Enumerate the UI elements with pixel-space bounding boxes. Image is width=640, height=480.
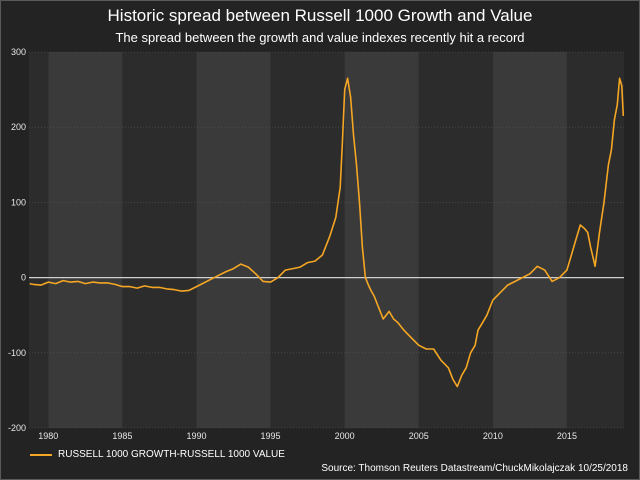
legend: RUSSELL 1000 GROWTH-RUSSELL 1000 VALUE <box>30 449 285 460</box>
y-tick-label: 100 <box>11 197 26 207</box>
series-line <box>29 77 625 388</box>
x-tick-label: 1980 <box>38 431 58 441</box>
plot-band <box>418 52 493 428</box>
y-tick-label: 300 <box>11 47 26 57</box>
x-tick-label: 2000 <box>335 431 355 441</box>
x-tick-label: 2015 <box>557 431 577 441</box>
x-tick-label: 2005 <box>409 431 429 441</box>
y-tick-label: -200 <box>8 423 26 433</box>
plot-bands <box>29 52 624 428</box>
x-tick-label: 1990 <box>186 431 206 441</box>
plot-band <box>270 52 345 428</box>
x-tick-label: 2010 <box>483 431 503 441</box>
plot-band <box>122 52 197 428</box>
x-axis-ticks: 1980 1985 1990 1995 2000 2005 2010 2015 <box>38 431 577 441</box>
plot-band <box>492 52 567 428</box>
legend-swatch <box>30 453 52 456</box>
x-tick-label: 1985 <box>112 431 132 441</box>
y-axis-ticks: -200 -100 0 100 200 300 <box>8 47 26 433</box>
chart-subtitle: The spread between the growth and value … <box>115 30 525 45</box>
plot-band <box>48 52 123 428</box>
plot-band <box>196 52 271 428</box>
x-tick-label: 1995 <box>261 431 281 441</box>
plot-band <box>29 52 49 428</box>
legend-label: RUSSELL 1000 GROWTH-RUSSELL 1000 VALUE <box>58 449 285 460</box>
y-tick-label: 0 <box>21 273 26 283</box>
chart-title: Historic spread between Russell 1000 Gro… <box>107 6 533 25</box>
plot-band <box>344 52 419 428</box>
y-tick-label: -100 <box>8 348 26 358</box>
y-tick-label: 200 <box>11 122 26 132</box>
source-note: Source: Thomson Reuters Datastream/Chuck… <box>321 463 628 474</box>
